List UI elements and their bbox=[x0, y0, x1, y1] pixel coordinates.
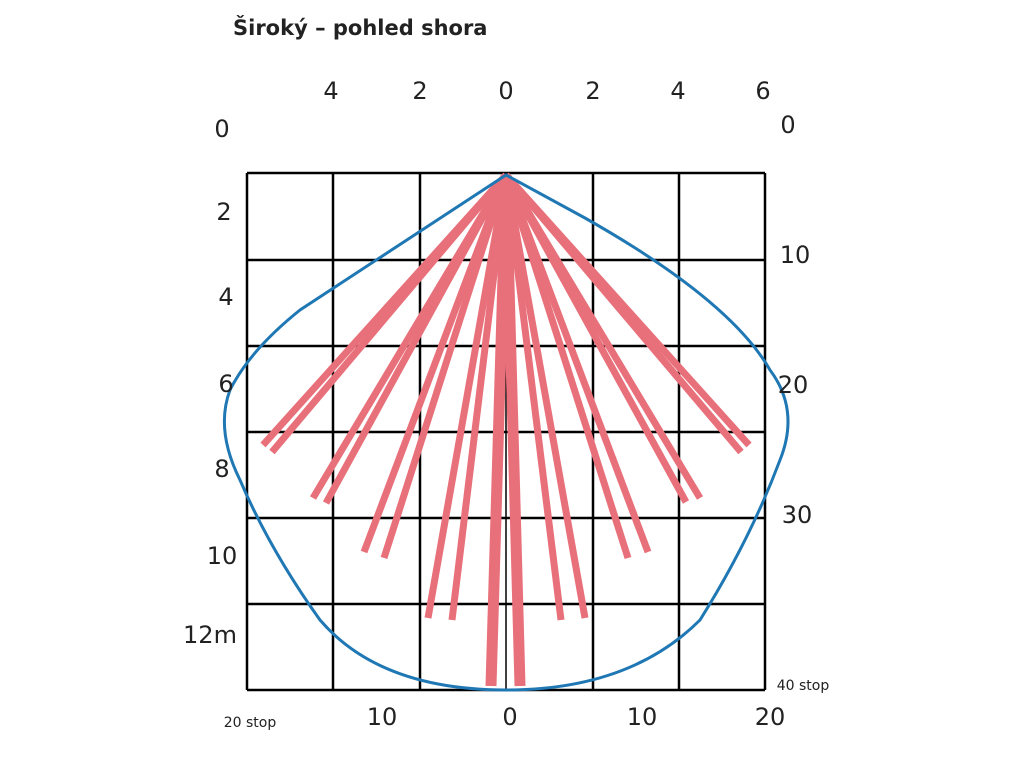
right-label: 0 bbox=[780, 111, 795, 139]
top-label: 2 bbox=[412, 77, 427, 105]
left-label: 10 bbox=[207, 542, 238, 570]
top-label: 0 bbox=[498, 77, 513, 105]
beams bbox=[260, 172, 752, 687]
left-label: 6 bbox=[218, 370, 233, 398]
left-label: 0 bbox=[214, 115, 229, 143]
left-label: 4 bbox=[218, 283, 233, 311]
right-label: 20 bbox=[778, 371, 809, 399]
left-label: 2 bbox=[216, 198, 231, 226]
bottom-label: 20 stop bbox=[224, 715, 277, 731]
top-label: 4 bbox=[670, 77, 685, 105]
left-label: 8 bbox=[214, 455, 229, 483]
right-label: 40 stop bbox=[777, 678, 830, 694]
bottom-label: 20 bbox=[755, 703, 786, 731]
top-label: 2 bbox=[585, 77, 600, 105]
bottom-label: 10 bbox=[367, 703, 398, 731]
bottom-label: 10 bbox=[627, 703, 658, 731]
right-label: 10 bbox=[780, 241, 811, 269]
bottom-label: 0 bbox=[502, 703, 517, 731]
left-label: 12m bbox=[183, 621, 237, 649]
right-label: 30 bbox=[782, 501, 813, 529]
top-label: 4 bbox=[323, 77, 338, 105]
coverage-outline bbox=[222, 173, 790, 692]
top-label: 6 bbox=[755, 77, 770, 105]
title: Široký – pohled shora bbox=[233, 15, 487, 40]
